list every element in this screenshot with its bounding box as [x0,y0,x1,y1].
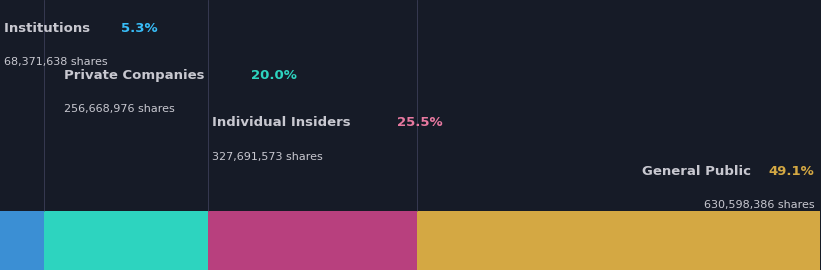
Text: 256,668,976 shares: 256,668,976 shares [64,104,175,114]
Text: 49.1%: 49.1% [768,165,814,178]
Text: General Public: General Public [642,165,755,178]
Bar [0,211,44,270]
Text: Individual Insiders: Individual Insiders [212,116,355,129]
Text: 630,598,386 shares: 630,598,386 shares [704,200,814,210]
Text: Institutions: Institutions [4,22,95,35]
Bar [44,211,208,270]
Text: 68,371,638 shares: 68,371,638 shares [4,57,108,67]
Text: Private Companies: Private Companies [64,69,209,82]
Bar [208,211,417,270]
Text: 5.3%: 5.3% [122,22,158,35]
Text: 25.5%: 25.5% [397,116,443,129]
Text: 20.0%: 20.0% [251,69,297,82]
Bar [417,211,820,270]
Text: 327,691,573 shares: 327,691,573 shares [212,151,323,162]
